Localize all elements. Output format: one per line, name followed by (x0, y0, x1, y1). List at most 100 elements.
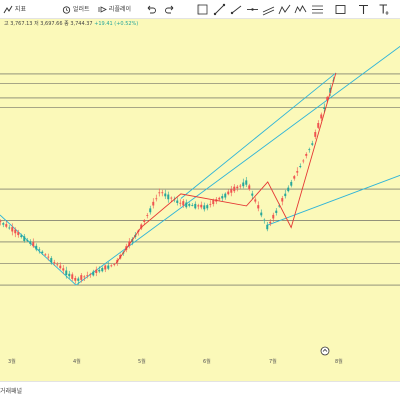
candle (50, 256, 53, 265)
x-tick-label: 3월 (8, 358, 16, 365)
candle-body (242, 182, 245, 187)
ray-tool-button[interactable] (230, 3, 243, 16)
candle-body (8, 227, 11, 229)
zigzag-icon (278, 4, 291, 15)
x-tick-label: 4월 (73, 358, 81, 365)
candle-body (38, 249, 41, 251)
candle (275, 208, 278, 216)
candle (227, 189, 230, 196)
alert-button[interactable]: 얼러트 (62, 4, 89, 15)
candle (146, 213, 149, 219)
candle-body (149, 208, 152, 213)
candle-body (56, 264, 59, 266)
candle (71, 272, 74, 281)
candle-body (287, 187, 290, 192)
candle (218, 196, 221, 201)
scroll-to-realtime-button[interactable] (320, 341, 330, 356)
candle (152, 198, 155, 209)
candle-body (83, 276, 86, 278)
trading-panel-label[interactable]: 거래패널 (0, 388, 23, 395)
candle-body (245, 180, 248, 185)
chart-canvas[interactable]: 3월 4월 5월 6월 7월 8월 (0, 19, 400, 379)
candle-body (158, 192, 161, 194)
candle-body (236, 186, 239, 189)
candle (89, 272, 92, 278)
indicators-button[interactable]: 지표 (3, 4, 26, 15)
pattern-tool-button[interactable] (294, 3, 307, 16)
rectangle-icon (335, 5, 346, 14)
candle-body (59, 265, 62, 269)
trend-line-tool-button[interactable] (213, 3, 226, 16)
bottom-panel-bar[interactable]: 거래패널 (0, 381, 400, 400)
candle-body (248, 185, 251, 190)
candle (191, 203, 194, 207)
candle (230, 185, 233, 197)
horizontal-levels (0, 73, 400, 286)
candle-body (104, 265, 107, 270)
rectangle-tool-button[interactable] (334, 3, 347, 16)
candle-body (32, 242, 35, 247)
candle-body (68, 273, 71, 277)
candle (20, 233, 23, 239)
candle-body (143, 220, 146, 222)
zigzag-tool-button[interactable] (278, 3, 291, 16)
candle-body (302, 160, 305, 162)
candle-body (188, 204, 191, 206)
candle-body (296, 171, 299, 173)
candle-body (98, 269, 101, 272)
candle (185, 199, 188, 209)
candle-body (260, 212, 263, 216)
candle (269, 219, 272, 227)
candle (65, 266, 68, 279)
candle-body (224, 193, 227, 198)
candle (86, 271, 89, 279)
candle-body (167, 194, 170, 200)
ohlc-low: 저 3,697.66 (34, 21, 63, 27)
price-chart[interactable]: 3월 4월 5월 6월 7월 8월 (0, 19, 400, 379)
candle (251, 190, 254, 200)
candle-body (266, 224, 269, 230)
candle (308, 147, 311, 153)
candle (260, 209, 263, 218)
candle (197, 203, 200, 210)
candle (8, 225, 11, 230)
candle (0, 219, 2, 226)
candle (257, 201, 260, 212)
candle-body (209, 203, 212, 205)
trend-channel-line-lower (267, 174, 400, 226)
replay-button[interactable]: 리플레이 (98, 4, 131, 15)
fibonacci-icon (312, 5, 323, 14)
candle-body (74, 277, 77, 281)
trend-channel-line-left (0, 214, 77, 286)
candle (293, 174, 296, 181)
candle-body (23, 236, 26, 241)
candle (62, 265, 65, 275)
redo-icon (165, 5, 174, 14)
candle-body (161, 192, 164, 194)
candle (263, 218, 266, 224)
candle-body (176, 200, 179, 203)
redo-button[interactable] (163, 3, 176, 16)
candle-body (230, 189, 233, 193)
candle-body (185, 202, 188, 208)
candle-body (110, 265, 113, 267)
label-tool-button[interactable] (378, 3, 391, 16)
x-axis: 3월 4월 5월 6월 7월 8월 (8, 358, 343, 365)
horizontal-line-tool-button[interactable] (246, 3, 259, 16)
candle (272, 212, 275, 222)
fib-tool-button[interactable] (311, 3, 324, 16)
candle (11, 223, 14, 236)
candle (95, 266, 98, 277)
cursor-tool-button[interactable] (196, 3, 209, 16)
candle-body (62, 268, 65, 271)
candle (5, 221, 8, 229)
candle-body (47, 256, 50, 258)
candle (158, 188, 161, 197)
channel-tool-button[interactable] (262, 3, 275, 16)
candle (320, 112, 323, 121)
alert-label: 얼러트 (72, 6, 90, 13)
candle-body (89, 274, 92, 275)
replay-label: 리플레이 (108, 6, 132, 13)
undo-button[interactable] (145, 3, 158, 16)
text-tool-button[interactable] (357, 3, 370, 16)
